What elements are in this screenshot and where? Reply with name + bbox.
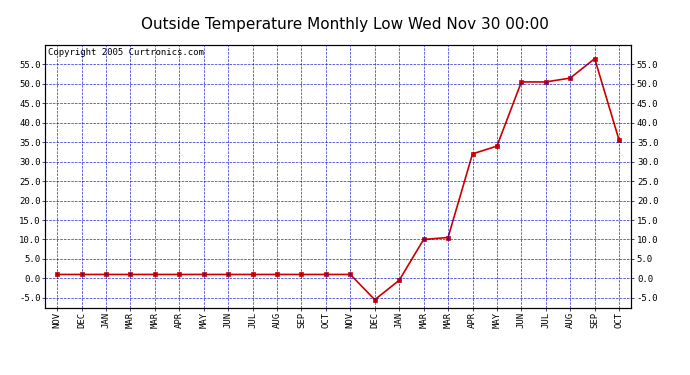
Text: Outside Temperature Monthly Low Wed Nov 30 00:00: Outside Temperature Monthly Low Wed Nov … xyxy=(141,17,549,32)
Text: Copyright 2005 Curtronics.com: Copyright 2005 Curtronics.com xyxy=(48,48,204,57)
